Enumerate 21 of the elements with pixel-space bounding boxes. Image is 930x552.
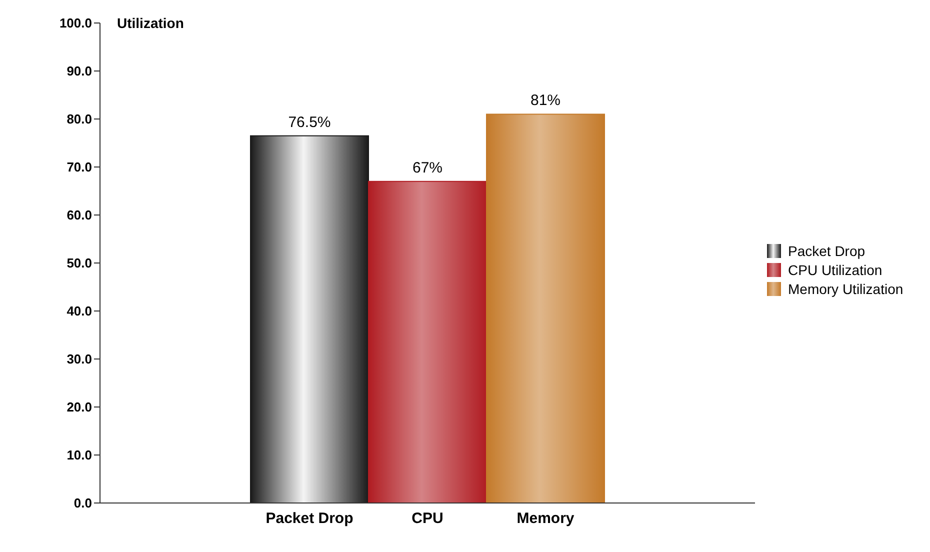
y-axis-title: Utilization bbox=[117, 15, 184, 31]
x-tick-label: CPU bbox=[412, 510, 444, 527]
y-tick-label: 60.0 bbox=[66, 208, 92, 223]
y-tick-label: 100.0 bbox=[59, 16, 92, 31]
y-tick-label: 80.0 bbox=[66, 112, 92, 127]
legend-label: Memory Utilization bbox=[788, 280, 904, 297]
y-tick-label: 0.0 bbox=[74, 496, 92, 511]
data-label: 67% bbox=[412, 159, 443, 176]
y-tick-label: 50.0 bbox=[66, 256, 92, 271]
x-tick-label: Packet Drop bbox=[266, 510, 354, 527]
legend-label: CPU Utilization bbox=[788, 262, 882, 278]
data-label: 76.5% bbox=[288, 114, 331, 131]
x-tick-label: Memory bbox=[516, 510, 575, 527]
y-tick-label: 90.0 bbox=[66, 64, 92, 79]
data-label: 81% bbox=[530, 92, 561, 110]
y-tick-label: 40.0 bbox=[66, 304, 92, 319]
y-tick-label: 70.0 bbox=[66, 160, 92, 175]
y-tick-label: 30.0 bbox=[66, 352, 92, 367]
y-tick-label: 10.0 bbox=[66, 448, 92, 463]
y-tick-label: 20.0 bbox=[66, 400, 92, 415]
legend-label: Packet Drop bbox=[788, 242, 866, 259]
